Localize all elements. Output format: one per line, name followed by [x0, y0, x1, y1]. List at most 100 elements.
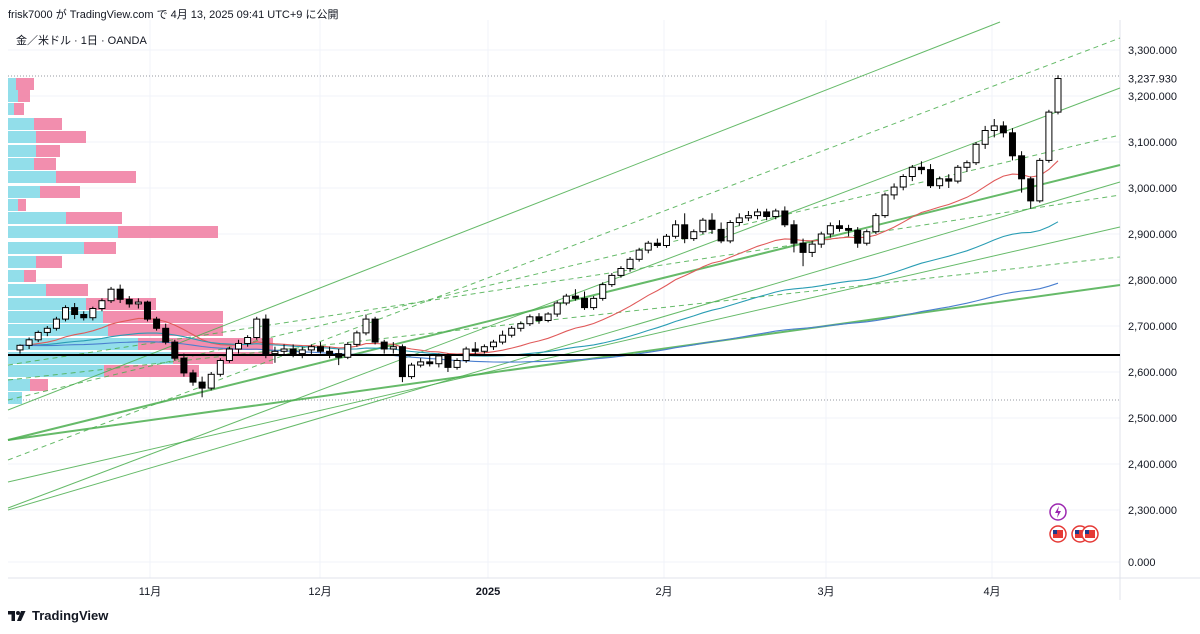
candle-body	[62, 307, 70, 320]
volume-bar-down	[34, 118, 62, 130]
candle-body	[353, 332, 361, 345]
candle-body	[80, 314, 88, 319]
candle-body	[653, 242, 661, 246]
candle-bear	[326, 346, 334, 359]
volume-bar-down	[66, 212, 122, 224]
candle-body	[635, 249, 643, 260]
candle-body	[71, 307, 79, 316]
candle-bull	[590, 296, 598, 310]
candle-bull	[408, 362, 416, 379]
event-icons	[1049, 503, 1099, 543]
candle-body	[52, 318, 60, 329]
channel-line	[7, 21, 1001, 411]
price-tick-label: 3,200.000	[1128, 91, 1177, 103]
volume-bar-up	[8, 270, 24, 282]
candle-bear	[571, 289, 579, 301]
price-tick-label: 0.000	[1128, 557, 1156, 569]
candle-bear	[1018, 151, 1026, 193]
price-tick-label: 2,900.000	[1128, 229, 1177, 241]
ema-50-line	[20, 221, 1059, 357]
candle-body	[508, 327, 516, 336]
candle-body	[453, 360, 461, 368]
channel-line	[7, 181, 1121, 511]
candle-bull	[307, 344, 315, 355]
candle-body	[389, 346, 397, 350]
price-tick-label: 2,700.000	[1128, 321, 1177, 333]
candle-bull	[89, 306, 97, 321]
candle-bear	[927, 164, 935, 188]
candle-bull	[808, 240, 816, 257]
volume-bar-up	[8, 284, 46, 296]
candle-body	[189, 372, 197, 383]
candle-bull	[462, 346, 470, 363]
moving-averages	[19, 160, 1059, 363]
candle-body	[908, 166, 916, 178]
candle-bull	[16, 344, 24, 354]
volume-bar-up	[8, 103, 14, 115]
candle-body	[107, 288, 115, 302]
volume-bar-up	[8, 131, 36, 143]
candle-bull	[526, 314, 534, 326]
candle-body	[43, 327, 51, 333]
time-axis: 11月 12月 2025 2月 3月 4月	[139, 586, 1001, 598]
volume-bar-down	[56, 171, 136, 183]
volume-bar-up	[8, 242, 84, 254]
candle-bull	[1045, 109, 1053, 163]
price-tick-label: 2,800.000	[1128, 275, 1177, 287]
candle-body	[316, 346, 324, 352]
candle-body	[98, 300, 106, 310]
candle-bear	[581, 291, 589, 310]
symbol-title[interactable]: 金／米ドル · 1日 · OANDA	[16, 35, 147, 47]
candle-body	[1018, 155, 1026, 180]
candle-bear	[316, 342, 324, 354]
candle-bull	[389, 342, 397, 354]
candle-body	[845, 227, 853, 231]
candle-bear	[171, 339, 179, 361]
volume-bar-down	[84, 242, 116, 254]
candle-bull	[899, 174, 907, 191]
volume-bar-down	[30, 379, 48, 391]
candle-bull	[826, 222, 834, 238]
candle-bull	[981, 125, 989, 149]
candle-bull	[662, 234, 670, 248]
candle-bull	[754, 208, 762, 220]
time-tick-label: 11月	[139, 586, 161, 598]
candle-series	[16, 75, 1062, 398]
candle-bear	[790, 220, 798, 253]
candle-bull	[107, 286, 115, 303]
candle-body	[899, 176, 907, 188]
candle-bull	[1054, 75, 1062, 115]
candle-body	[917, 166, 925, 171]
candle-bear	[180, 353, 188, 377]
lightning-icon	[1049, 503, 1067, 521]
candle-body	[799, 242, 807, 253]
candle-bull	[735, 213, 743, 226]
flag-icon-canton	[1085, 530, 1089, 534]
candle-body	[1045, 111, 1053, 161]
candle-bull	[43, 326, 51, 337]
candle-bull	[608, 273, 616, 287]
footer-brand[interactable]: TradingView	[8, 608, 108, 623]
candle-body	[772, 210, 780, 218]
candle-bear	[835, 220, 843, 232]
lightning-icon-glyph	[1055, 506, 1061, 518]
candle-body	[571, 295, 579, 299]
candle-body	[1027, 178, 1035, 202]
candle-body	[271, 350, 279, 355]
volume-bar-up	[8, 352, 173, 364]
candle-body	[225, 348, 233, 361]
candle-body	[280, 348, 288, 352]
candle-body	[335, 353, 343, 358]
price-tick-label: 3,100.000	[1128, 137, 1177, 149]
candle-body	[489, 341, 497, 348]
candle-bull	[225, 346, 233, 363]
candle-body	[89, 308, 97, 319]
candle-body	[927, 169, 935, 187]
candle-bear	[371, 316, 379, 345]
candle-bull	[553, 300, 561, 317]
channel-line	[7, 284, 1121, 441]
volume-bar-up	[8, 298, 86, 310]
candle-body	[872, 215, 880, 233]
candle-body	[408, 364, 416, 378]
